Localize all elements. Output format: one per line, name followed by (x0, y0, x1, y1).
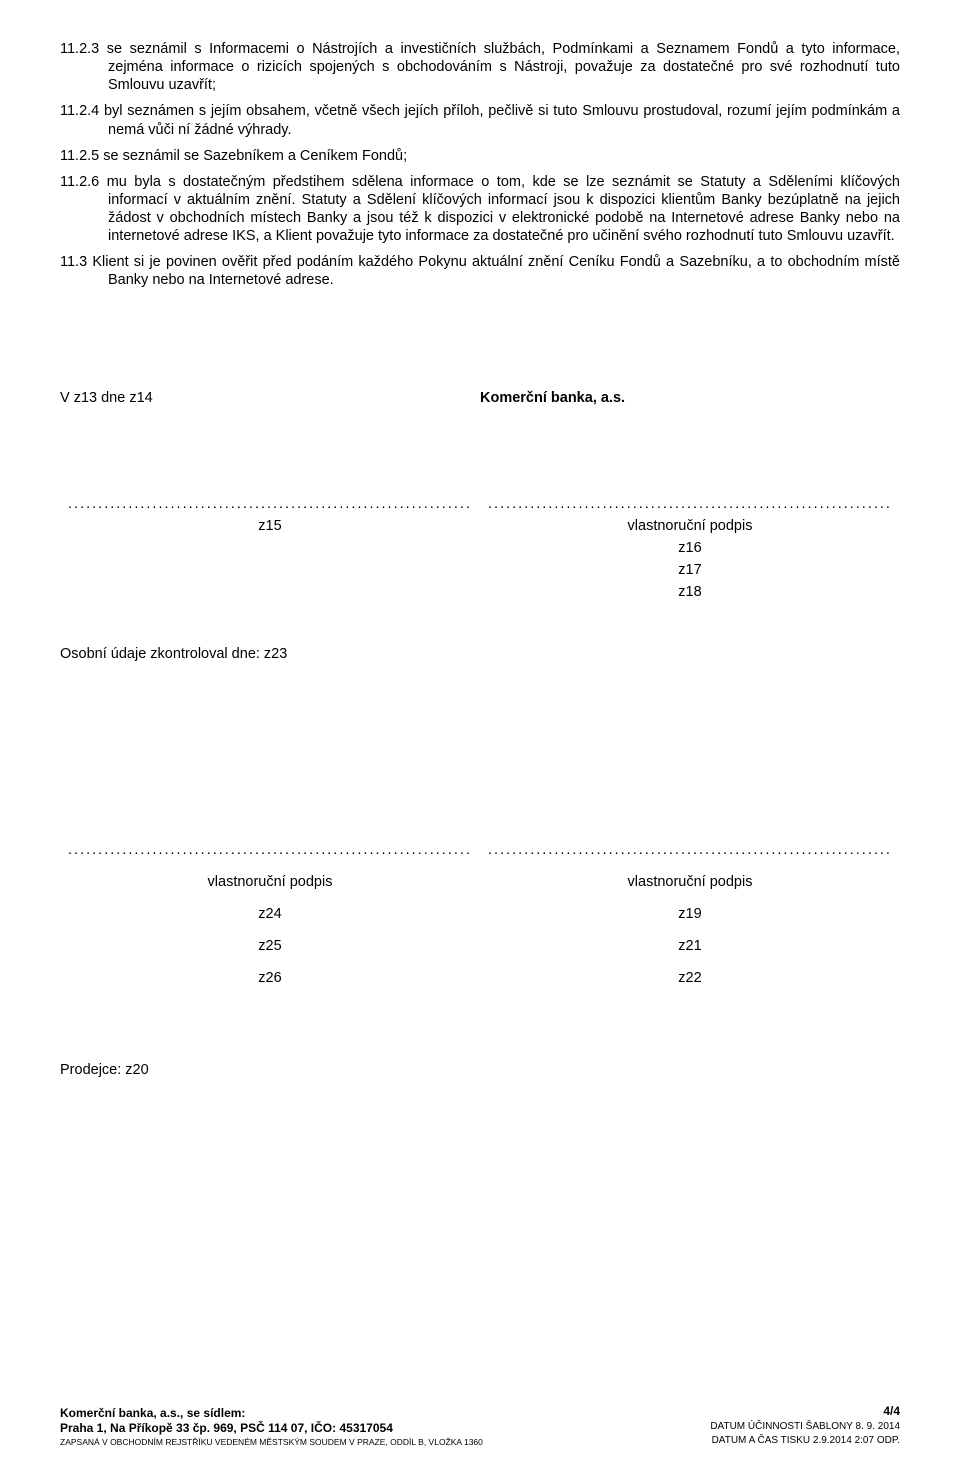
sig2-left-line2: z24 (60, 906, 480, 922)
sig2-right-dots: ........................................… (480, 842, 900, 858)
sig1-right-col: ........................................… (480, 496, 900, 606)
footer-page: 4/4 (710, 1403, 900, 1420)
sig1-right-line2: z16 (480, 540, 900, 556)
sig2-left-line3: z25 (60, 938, 480, 954)
sig2-left-line4: z26 (60, 970, 480, 986)
sig2-left-line1: vlastnoruční podpis (60, 874, 480, 890)
clause-11-2-3: 11.2.3 se seznámil s Informacemi o Nástr… (60, 40, 900, 94)
company-name: Komerční banka, a.s. (480, 390, 900, 406)
sig2-left-col: ........................................… (60, 842, 480, 1002)
clause-11-2-4: 11.2.4 byl seznámen s jejím obsahem, vče… (60, 102, 900, 138)
sig2-right-line1: vlastnoruční podpis (480, 874, 900, 890)
location-row: V z13 dne z14 Komerční banka, a.s. (60, 390, 900, 406)
clause-11-2-5: 11.2.5 se seznámil se Sazebníkem a Ceník… (60, 147, 900, 165)
footer: Komerční banka, a.s., se sídlem: Praha 1… (60, 1403, 900, 1448)
personal-data-check: Osobní údaje zkontroloval dne: z23 (60, 646, 900, 662)
sig1-left-col: ........................................… (60, 496, 480, 606)
sig2-right-col: ........................................… (480, 842, 900, 1002)
sig1-right-line1: vlastnoruční podpis (480, 518, 900, 534)
seller-line: Prodejce: z20 (60, 1062, 900, 1078)
sig1-right-dots: ........................................… (480, 496, 900, 512)
footer-template-date: DATUM ÚČINNOSTI ŠABLONY 8. 9. 2014 (710, 1420, 900, 1434)
location-place-date: V z13 dne z14 (60, 390, 480, 406)
sig1-left-line1: z15 (60, 518, 480, 534)
sig2-left-dots: ........................................… (60, 842, 480, 858)
footer-registry: ZAPSANÁ V OBCHODNÍM REJSTŘÍKU VEDENÉM MĚ… (60, 1437, 483, 1448)
clause-11-2-6: 11.2.6 mu byla s dostatečným předstihem … (60, 173, 900, 246)
sig2-right-line4: z22 (480, 970, 900, 986)
sig1-right-line4: z18 (480, 584, 900, 600)
signature-block-1: ........................................… (60, 496, 900, 606)
sig1-right-line3: z17 (480, 562, 900, 578)
footer-right: 4/4 DATUM ÚČINNOSTI ŠABLONY 8. 9. 2014 D… (710, 1403, 900, 1448)
footer-company: Komerční banka, a.s., se sídlem: (60, 1406, 483, 1422)
signature-block-2: ........................................… (60, 842, 900, 1002)
sig1-left-dots: ........................................… (60, 496, 480, 512)
sig2-right-line3: z21 (480, 938, 900, 954)
sig2-right-line2: z19 (480, 906, 900, 922)
footer-print-date: DATUM A ČAS TISKU 2.9.2014 2:07 ODP. (710, 1434, 900, 1448)
footer-left: Komerční banka, a.s., se sídlem: Praha 1… (60, 1406, 483, 1448)
footer-address: Praha 1, Na Příkopě 33 čp. 969, PSČ 114 … (60, 1421, 483, 1437)
clause-11-3: 11.3 Klient si je povinen ověřit před po… (60, 253, 900, 289)
